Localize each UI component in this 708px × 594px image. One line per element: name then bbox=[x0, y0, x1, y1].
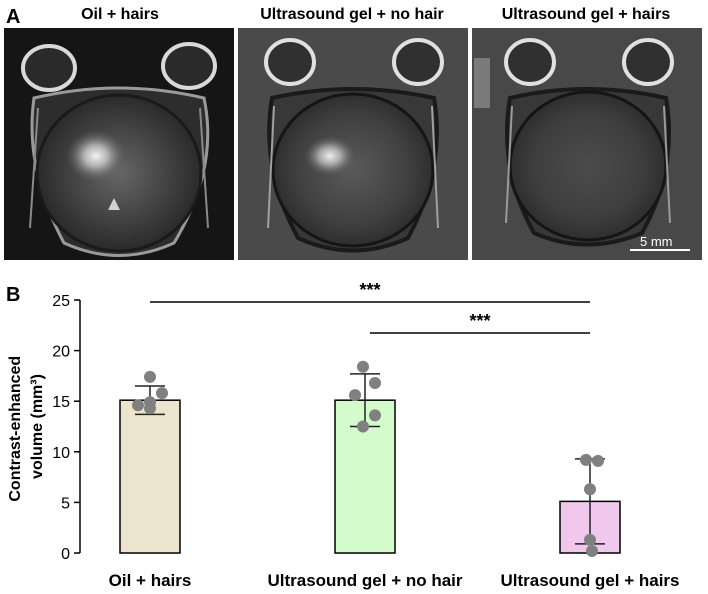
bar-chart: Contrast-enhanced volume (mm³) 0 5 10 15 20 2… bbox=[7, 280, 680, 590]
data-point bbox=[584, 533, 596, 546]
significance-label: *** bbox=[469, 311, 490, 331]
panel-b-label: B bbox=[6, 284, 21, 306]
bar bbox=[119, 399, 181, 554]
data-point bbox=[584, 483, 596, 496]
panel-a-label: A bbox=[6, 6, 21, 28]
data-point bbox=[144, 370, 156, 383]
mri-image-oil-hairs bbox=[4, 28, 234, 260]
data-point bbox=[369, 409, 381, 422]
scale-bar-label: 5 mm bbox=[640, 234, 673, 249]
data-point bbox=[369, 376, 381, 389]
x-category-label: Oil + hairs bbox=[109, 571, 192, 590]
y-axis-label-line1: Contrast-enhanced bbox=[7, 356, 24, 502]
y-axis-label: Contrast-enhanced volume (mm³) bbox=[7, 351, 46, 501]
image-title-gel-no-hair: Ultrasound gel + no hair bbox=[260, 6, 444, 23]
data-point bbox=[132, 399, 144, 412]
y-tick-label: 20 bbox=[52, 344, 70, 361]
data-point bbox=[349, 389, 361, 402]
significance-label: *** bbox=[359, 280, 380, 300]
image-title-gel-hairs: Ultrasound gel + hairs bbox=[501, 6, 671, 23]
data-point bbox=[586, 544, 598, 557]
data-point bbox=[156, 387, 168, 400]
mri-image-gel-no-hair bbox=[238, 28, 468, 260]
x-category-label: Ultrasound gel + no hair bbox=[267, 571, 462, 590]
data-point bbox=[580, 453, 592, 466]
y-axis-label-line2: volume (mm³) bbox=[29, 374, 46, 479]
data-point bbox=[357, 360, 369, 373]
y-tick-label: 5 bbox=[61, 495, 70, 512]
mri-image-gel-hairs bbox=[472, 28, 702, 260]
data-point bbox=[357, 420, 369, 433]
y-tick-label: 0 bbox=[61, 546, 70, 563]
y-tick-label: 25 bbox=[52, 293, 70, 310]
data-point bbox=[592, 454, 604, 467]
y-tick-label: 10 bbox=[52, 445, 70, 462]
y-tick-label: 15 bbox=[52, 394, 70, 411]
x-category-label: Ultrasound gel + hairs bbox=[500, 571, 679, 590]
image-title-oil-hairs: Oil + hairs bbox=[81, 6, 159, 23]
data-point bbox=[144, 402, 156, 415]
